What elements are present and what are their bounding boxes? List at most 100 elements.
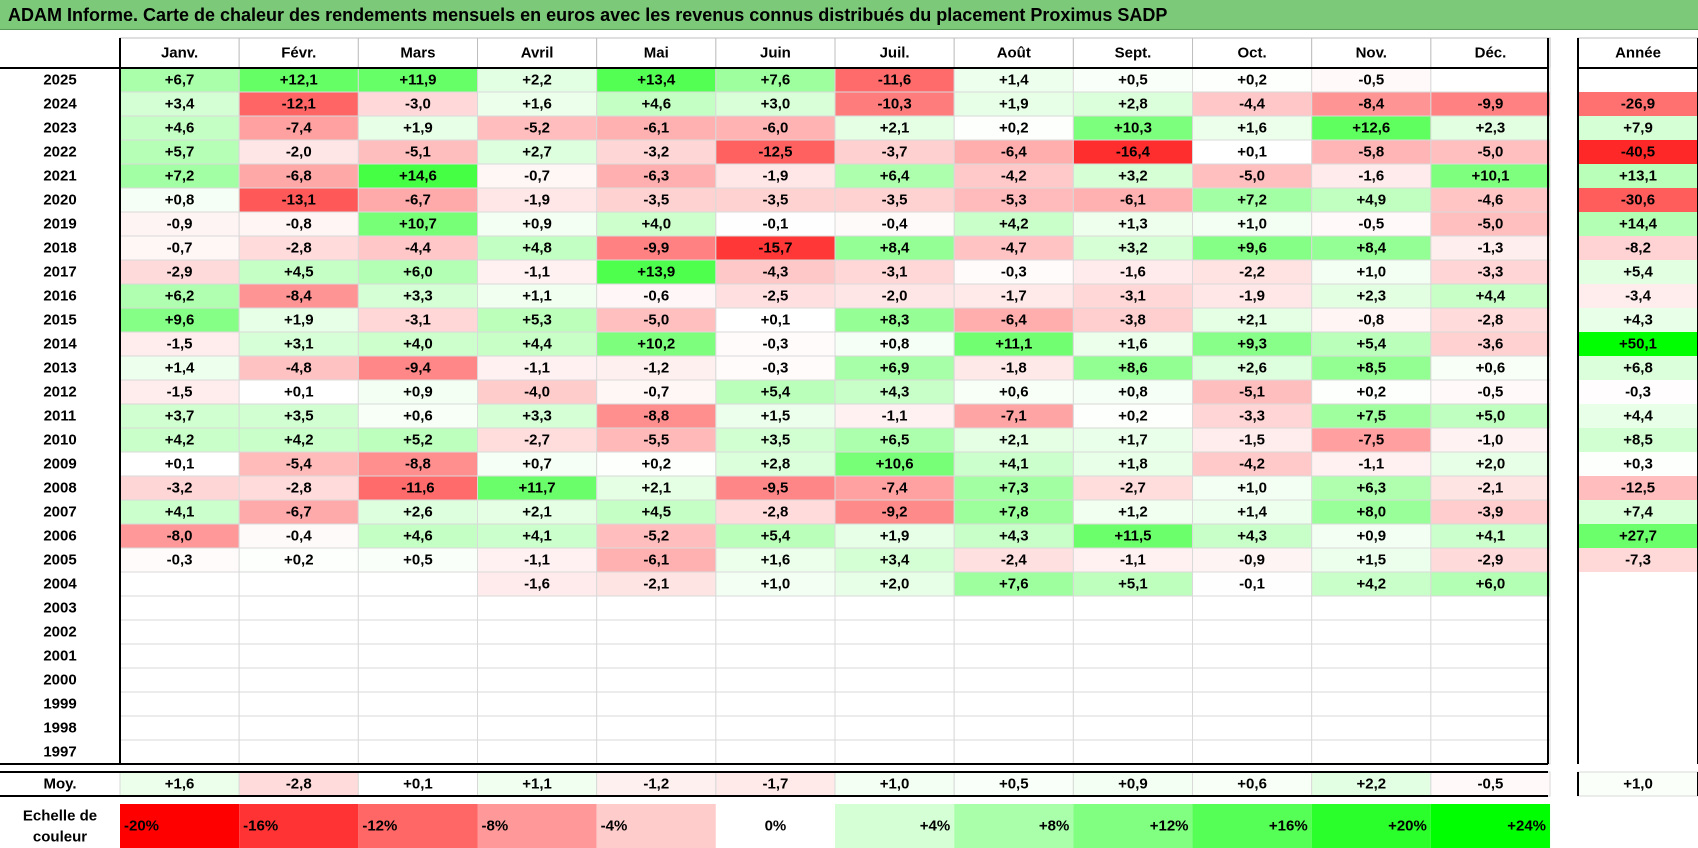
heatmap-cell-value: -1,5 bbox=[167, 384, 193, 401]
heatmap-cell-value: +0,1 bbox=[284, 384, 314, 401]
annual-cell-value: -0,3 bbox=[1625, 384, 1651, 401]
month-header-label: Avril bbox=[521, 45, 554, 62]
heatmap-cell bbox=[1192, 355, 1313, 381]
heatmap-cell bbox=[477, 163, 598, 189]
heatmap-cell bbox=[1311, 307, 1432, 333]
heatmap-cell-value: +6,4 bbox=[880, 168, 910, 185]
heatmap-cell bbox=[119, 691, 240, 717]
heatmap-cell bbox=[834, 427, 955, 453]
heatmap-cell bbox=[477, 331, 598, 357]
heatmap-cell-value: +8,3 bbox=[880, 312, 910, 329]
heatmap-cell-value: -0,3 bbox=[763, 360, 789, 377]
heatmap-cell-value: -3,5 bbox=[643, 192, 669, 209]
annual-cell bbox=[1578, 596, 1698, 620]
annual-cell bbox=[1578, 476, 1698, 500]
heatmap-cell bbox=[119, 403, 240, 429]
heatmap-cell bbox=[596, 235, 717, 261]
scale-swatch bbox=[1073, 804, 1193, 848]
annual-cell bbox=[1578, 692, 1698, 716]
heatmap-cell-value: +3,5 bbox=[761, 432, 791, 449]
annual-cell-value: +5,4 bbox=[1623, 264, 1653, 281]
heatmap-cell-value: +12,6 bbox=[1352, 120, 1390, 137]
heatmap-cell-value: -3,9 bbox=[1478, 504, 1504, 521]
heatmap-cell-value: +3,7 bbox=[165, 408, 195, 425]
heatmap-cell-value: +7,6 bbox=[761, 72, 791, 89]
heatmap-cell-value: -5,1 bbox=[405, 144, 431, 161]
heatmap-cell bbox=[477, 667, 598, 693]
heatmap-cell bbox=[477, 691, 598, 717]
average-cell bbox=[834, 771, 955, 797]
heatmap-cell-value: -2,5 bbox=[763, 288, 789, 305]
heatmap-cell bbox=[1192, 403, 1313, 429]
heatmap-cell-value: -5,0 bbox=[1478, 216, 1504, 233]
heatmap-cell-value: -12,5 bbox=[758, 144, 792, 161]
heatmap-cell bbox=[238, 427, 359, 453]
heatmap-cell bbox=[596, 67, 717, 93]
heatmap-cell-value: -6,4 bbox=[1001, 312, 1028, 329]
heatmap-cell bbox=[715, 115, 836, 141]
heatmap-cell bbox=[1311, 283, 1432, 309]
heatmap-cell-value: -1,0 bbox=[1478, 432, 1504, 449]
heatmap-cell bbox=[1430, 283, 1551, 309]
average-cell bbox=[1430, 771, 1551, 797]
annual-cell-value: -7,3 bbox=[1625, 552, 1651, 569]
heatmap-cell-value: -1,1 bbox=[1358, 456, 1384, 473]
heatmap-cell-value: +6,0 bbox=[403, 264, 433, 281]
heatmap-cell bbox=[834, 283, 955, 309]
heatmap-cell bbox=[1072, 67, 1194, 93]
heatmap-cell bbox=[357, 355, 479, 381]
heatmap-cell-value: +1,9 bbox=[999, 96, 1029, 113]
scale-swatch-label: -16% bbox=[243, 818, 278, 835]
scale-swatch-label: -8% bbox=[482, 818, 509, 835]
heatmap-cell-value: -8,0 bbox=[167, 528, 193, 545]
average-cell-value: +0,6 bbox=[1237, 776, 1267, 793]
heatmap-cell-value: -6,1 bbox=[643, 120, 669, 137]
heatmap-cell-value: -7,4 bbox=[286, 120, 313, 137]
average-cell bbox=[1311, 771, 1432, 797]
heatmap-cell bbox=[596, 139, 717, 165]
heatmap-cell bbox=[1192, 139, 1313, 165]
heatmap-cell bbox=[834, 451, 955, 477]
heatmap-cell-value: -13,1 bbox=[282, 192, 316, 209]
heatmap-cell bbox=[715, 715, 836, 741]
heatmap-cell-value: -3,6 bbox=[1478, 336, 1504, 353]
heatmap-cell-value: +0,2 bbox=[1356, 384, 1386, 401]
heatmap-cell-value: +1,0 bbox=[1237, 480, 1267, 497]
heatmap-cell bbox=[834, 667, 955, 693]
heatmap-cell-value: +4,3 bbox=[1237, 528, 1267, 545]
year-label: 2014 bbox=[43, 336, 77, 353]
heatmap-cell-value: +1,6 bbox=[522, 96, 552, 113]
heatmap-cell bbox=[715, 619, 836, 645]
heatmap-cell bbox=[119, 115, 240, 141]
heatmap-cell-value: -1,9 bbox=[763, 168, 789, 185]
heatmap-cell bbox=[1311, 499, 1432, 525]
heatmap-cell-value: +1,0 bbox=[1356, 264, 1386, 281]
scale-swatch bbox=[954, 804, 1074, 848]
heatmap-cell bbox=[1072, 91, 1194, 117]
average-cell bbox=[357, 771, 479, 797]
year-label: 2011 bbox=[44, 408, 77, 425]
heatmap-cell-value: +9,3 bbox=[1237, 336, 1267, 353]
heatmap-cell-value: +0,1 bbox=[1237, 144, 1267, 161]
average-cell-value: +2,2 bbox=[1356, 776, 1386, 793]
heatmap-cell bbox=[119, 619, 240, 645]
heatmap-cell bbox=[357, 91, 479, 117]
scale-swatch-label: +24% bbox=[1507, 818, 1546, 835]
average-cell-value: -2,8 bbox=[286, 776, 312, 793]
heatmap-cell bbox=[596, 187, 717, 213]
heatmap-cell bbox=[119, 643, 240, 669]
heatmap-cell-value: -3,0 bbox=[405, 96, 431, 113]
annual-cell bbox=[1578, 428, 1698, 452]
heatmap-cell-value: -0,8 bbox=[1358, 312, 1384, 329]
scale-swatch bbox=[835, 804, 955, 848]
year-label: 2008 bbox=[43, 480, 76, 497]
heatmap-cell-value: +1,5 bbox=[1356, 552, 1386, 569]
heatmap-cell-value: +0,9 bbox=[522, 216, 552, 233]
heatmap-cell bbox=[715, 499, 836, 525]
heatmap-cell-value: +11,7 bbox=[519, 480, 556, 497]
heatmap-cell bbox=[1192, 235, 1313, 261]
average-cell-value: +0,5 bbox=[999, 776, 1029, 793]
heatmap-cell bbox=[953, 451, 1074, 477]
heatmap-cell bbox=[1072, 139, 1194, 165]
heatmap-cell bbox=[357, 739, 479, 765]
